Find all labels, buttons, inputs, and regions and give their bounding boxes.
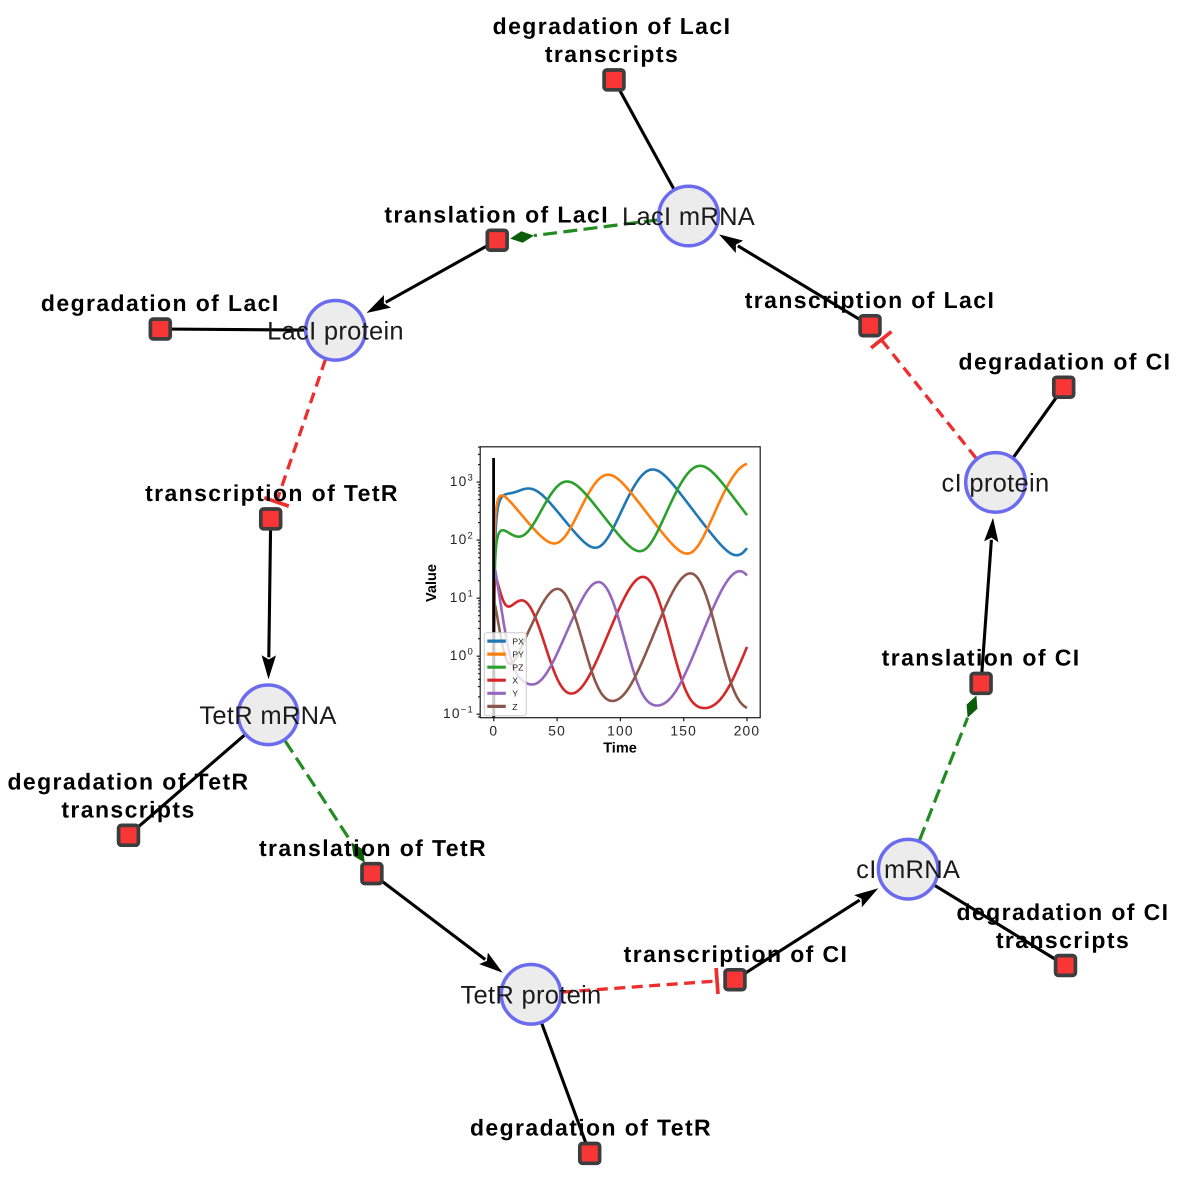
svg-text:transcripts: transcripts <box>545 41 679 67</box>
svg-text:transcripts: transcripts <box>996 927 1130 953</box>
svg-text:degradation of LacI: degradation of LacI <box>493 13 732 39</box>
svg-text:0: 0 <box>489 724 498 739</box>
svg-text:degradation of CI: degradation of CI <box>957 899 1170 925</box>
svg-text:TetR mRNA: TetR mRNA <box>199 702 336 730</box>
svg-text:150: 150 <box>670 724 697 739</box>
svg-text:degradation of LacI: degradation of LacI <box>41 290 280 316</box>
svg-text:cI mRNA: cI mRNA <box>856 856 960 884</box>
svg-text:degradation of TetR: degradation of TetR <box>470 1115 712 1141</box>
svg-text:transcription of CI: transcription of CI <box>624 941 849 967</box>
svg-text:PY: PY <box>512 650 524 660</box>
svg-text:PX: PX <box>512 637 524 647</box>
svg-text:Z: Z <box>512 702 518 712</box>
svg-text:cI protein: cI protein <box>942 469 1050 497</box>
svg-text:translation of CI: translation of CI <box>882 645 1081 671</box>
svg-text:200: 200 <box>734 724 761 739</box>
svg-text:10−1: 10−1 <box>443 705 474 722</box>
svg-text:degradation of CI: degradation of CI <box>959 348 1172 374</box>
svg-text:X: X <box>512 676 518 686</box>
svg-text:102: 102 <box>450 530 474 547</box>
svg-text:100: 100 <box>607 724 634 739</box>
svg-text:103: 103 <box>450 472 474 489</box>
svg-text:Time: Time <box>603 741 637 757</box>
svg-text:LacI protein: LacI protein <box>267 317 404 345</box>
svg-text:degradation of TetR: degradation of TetR <box>7 769 249 795</box>
svg-text:transcription of LacI: transcription of LacI <box>745 287 995 313</box>
svg-text:100: 100 <box>450 646 474 663</box>
svg-text:LacI mRNA: LacI mRNA <box>622 203 755 231</box>
svg-text:translation of TetR: translation of TetR <box>259 835 487 861</box>
svg-text:translation of LacI: translation of LacI <box>384 201 609 227</box>
svg-text:Value: Value <box>424 564 440 602</box>
svg-text:transcription of TetR: transcription of TetR <box>145 480 399 506</box>
svg-text:101: 101 <box>450 588 474 605</box>
svg-text:50: 50 <box>548 724 566 739</box>
svg-text:Y: Y <box>512 689 518 699</box>
svg-text:TetR protein: TetR protein <box>460 981 601 1009</box>
svg-text:transcripts: transcripts <box>61 797 195 823</box>
svg-text:PZ: PZ <box>512 663 524 673</box>
